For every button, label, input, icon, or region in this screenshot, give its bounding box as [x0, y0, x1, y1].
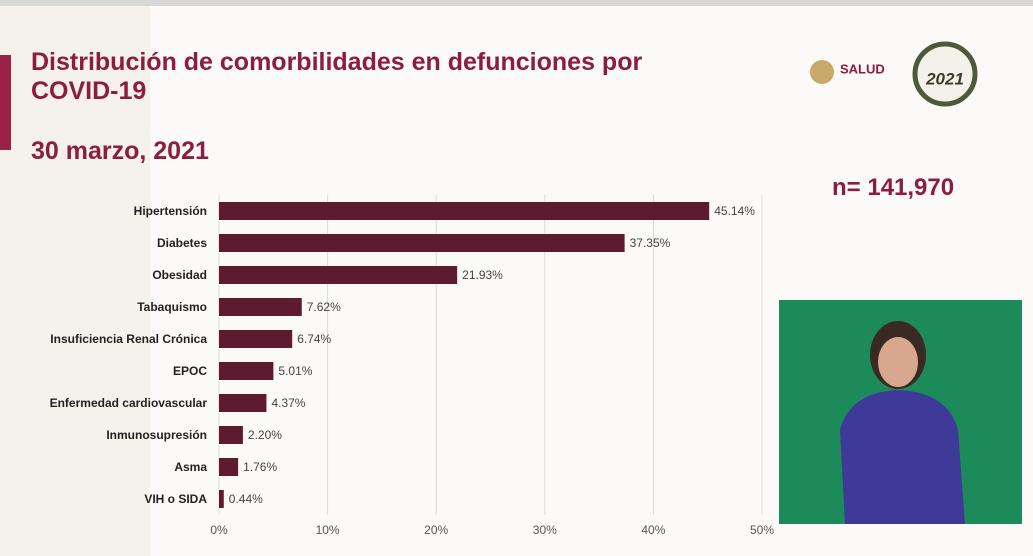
logo-2021: [912, 41, 978, 107]
value-label: 6.74%: [297, 332, 331, 346]
bar: [219, 362, 274, 380]
y-tick-label: Enfermedad cardiovascular: [50, 396, 208, 410]
bar: [219, 266, 458, 284]
bar: [219, 426, 243, 444]
bar: [219, 234, 625, 252]
y-tick-label: EPOC: [173, 364, 207, 378]
interpreter-body: [840, 390, 965, 524]
value-label: 7.62%: [307, 300, 341, 314]
value-label: 1.76%: [243, 460, 277, 474]
value-label: 4.37%: [271, 396, 305, 410]
y-tick-label: Asma: [174, 460, 207, 474]
y-tick-label: VIH o SIDA: [144, 492, 207, 506]
bar: [219, 490, 224, 508]
value-label: 0.44%: [229, 492, 263, 506]
x-tick-label: 40%: [641, 523, 665, 537]
x-tick-label: 30%: [533, 523, 557, 537]
value-label: 37.35%: [630, 236, 671, 250]
chart-subtitle: 30 marzo, 2021: [31, 137, 209, 165]
bar: [219, 394, 267, 412]
chart-title: Distribución de comorbilidades en defunc…: [31, 48, 643, 105]
x-tick-label: 50%: [750, 523, 774, 537]
y-tick-label: Inmunosupresión: [106, 428, 207, 442]
y-tick-label: Hipertensión: [134, 204, 207, 218]
logo-text: SALUD: [840, 61, 885, 76]
y-tick-label: Insuficiencia Renal Crónica: [50, 332, 207, 346]
background-pattern: [0, 6, 150, 556]
accent-bar: [0, 55, 11, 150]
value-label: 2.20%: [248, 428, 282, 442]
y-tick-label: Obesidad: [152, 268, 207, 282]
x-tick-label: 20%: [424, 523, 448, 537]
y-tick-label: Tabaquismo: [137, 300, 207, 314]
bar: [219, 202, 710, 220]
value-label: 21.93%: [462, 268, 503, 282]
bar: [219, 458, 239, 476]
bar: [219, 330, 293, 348]
top-band: [0, 0, 1033, 6]
logo-year: 2021: [925, 69, 964, 88]
bar: [219, 298, 302, 316]
x-tick-label: 0%: [210, 523, 228, 537]
value-label: 45.14%: [714, 204, 755, 218]
interpreter-face: [878, 337, 918, 387]
plot: 0% 10% 20% 30% 40% 50% Hipertensión 45.14% Diabe…: [50, 195, 774, 537]
x-tick-label: 10%: [316, 523, 340, 537]
value-label: 5.01%: [278, 364, 312, 378]
sample-size: n= 141,970: [832, 174, 955, 201]
logo-emblem: [810, 60, 834, 84]
y-tick-label: Diabetes: [157, 236, 207, 250]
